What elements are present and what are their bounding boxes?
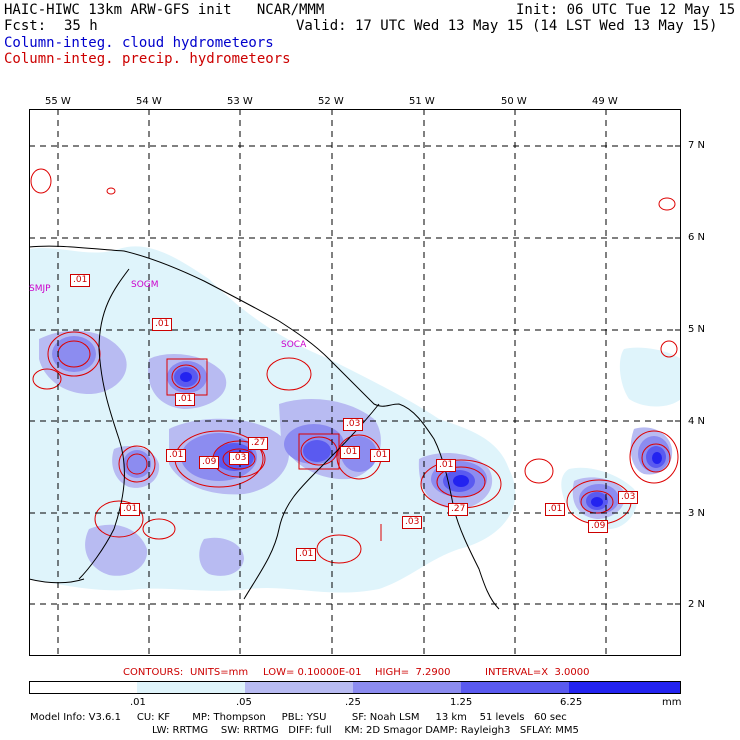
precip-contour [524, 458, 554, 484]
colorbar-swatch-3 [353, 681, 461, 694]
colorbar-swatch-1 [137, 681, 245, 694]
map-frame [29, 109, 681, 656]
coastline [29, 245, 500, 610]
contour-label: .03 [343, 418, 364, 431]
lon-label-49w: 49 W [592, 96, 618, 107]
model-info-line-1: Model Info: V3.6.1 CU: KF MP: Thompson P… [30, 712, 567, 723]
precip-contour [641, 443, 671, 473]
precip-contour [118, 445, 156, 483]
contour-label: .27 [248, 437, 269, 450]
lat-label-7n: 7 N [688, 140, 706, 151]
cloud-fill-level-5 [453, 475, 469, 487]
lon-label-50w: 50 W [501, 96, 527, 107]
cloud-field-title: Column-integ. cloud hydrometeors [4, 35, 274, 51]
colorbar-tick: 6.25 [560, 697, 583, 708]
lat-label-5n: 5 N [688, 324, 706, 335]
cloud-fill-level-5 [652, 452, 662, 464]
cloud-fill-level-5 [180, 372, 192, 382]
precip-contour [171, 364, 201, 390]
lat-label-4n: 4 N [688, 416, 706, 427]
contour-label: .01 [166, 449, 187, 462]
cloud-fill-level-2 [199, 537, 244, 576]
station-label-soca: SOCA [281, 340, 307, 350]
cloud-fill-level-1 [619, 347, 681, 407]
contour-low: LOW= 0.10000E-01 [263, 667, 362, 678]
colorbar-frame [29, 681, 681, 694]
colorbar-tick: .01 [130, 697, 146, 708]
cloud-fill-level-1 [29, 246, 516, 593]
precip-contour [222, 448, 256, 470]
lon-label-53w: 53 W [227, 96, 253, 107]
contour-interval: INTERVAL=X 3.0000 [485, 667, 590, 678]
contour-label: .27 [448, 503, 469, 516]
colorbar-tick: .25 [345, 697, 361, 708]
precip-contour [316, 534, 362, 564]
contours-heading: CONTOURS: [123, 667, 184, 678]
precip-contour [629, 430, 679, 484]
contour-label: .01 [296, 548, 317, 561]
contour-label: .01 [70, 274, 91, 287]
contour-label: .01 [370, 449, 391, 462]
contour-label: .03 [229, 452, 250, 465]
coastline-line [29, 245, 500, 610]
valid-time: Valid: 17 UTC Wed 13 May 15 (14 LST Wed … [296, 18, 718, 34]
lat-lon-grid [29, 109, 681, 656]
precip-contour [142, 518, 176, 540]
precip-contour [266, 357, 312, 391]
lat-label-3n: 3 N [688, 508, 706, 519]
colorbar [29, 681, 681, 694]
contour-label: .01 [152, 318, 173, 331]
lat-label-6n: 6 N [688, 232, 706, 243]
figure-title: HAIC-HIWC 13km ARW-GFS init NCAR/MMM [4, 2, 325, 18]
colorbar-unit: mm [662, 697, 682, 708]
contour-label: .01 [340, 446, 361, 459]
station-label-smjp: SMJP [29, 284, 51, 294]
colorbar-tick: .05 [236, 697, 252, 708]
forecast-label: Fcst: [4, 18, 47, 34]
contour-label: .03 [618, 491, 639, 504]
lat-label-2n: 2 N [688, 599, 706, 610]
precip-field-title: Column-integ. precip. hydrometeors [4, 51, 291, 67]
lon-label-55w: 55 W [45, 96, 71, 107]
border-line [243, 403, 380, 600]
precip-contour [658, 197, 676, 211]
contour-high: HIGH= 7.2900 [375, 667, 451, 678]
precip-contour [126, 453, 148, 475]
contour-units: UNITS=mm [190, 667, 249, 678]
colorbar-swatch-5 [569, 681, 681, 694]
colorbar-swatch-4 [461, 681, 569, 694]
precip-contour [580, 490, 614, 514]
forecast-hour: 35 h [64, 18, 98, 34]
init-time: Init: 06 UTC Tue 12 May 15 [516, 2, 736, 18]
precip-contour [30, 168, 52, 194]
contour-label: .01 [436, 459, 457, 472]
lon-label-51w: 51 W [409, 96, 435, 107]
contour-label: .03 [402, 516, 423, 529]
contour-label: .09 [199, 456, 220, 469]
colorbar-tick: 1.25 [450, 697, 473, 708]
precip-contour [436, 466, 486, 498]
precip-contour [47, 331, 101, 377]
contour-label: .01 [120, 503, 141, 516]
precip-contour [106, 187, 116, 195]
contour-label: .01 [545, 503, 566, 516]
lon-label-52w: 52 W [318, 96, 344, 107]
border-line [78, 268, 130, 580]
precip-contour [32, 368, 62, 390]
contour-label: .01 [175, 393, 196, 406]
lon-label-54w: 54 W [136, 96, 162, 107]
colorbar-swatch-0 [29, 681, 137, 694]
precip-contour [660, 340, 678, 358]
contour-label: .09 [588, 520, 609, 533]
precip-contour [94, 500, 144, 538]
map-panel [29, 109, 681, 656]
model-info-line-2: LW: RRTMG SW: RRTMG DIFF: full KM: 2D Sm… [152, 725, 579, 736]
cloud-fill-level-5 [591, 497, 603, 507]
colorbar-swatch-2 [245, 681, 353, 694]
cloud-fill-level-2 [85, 524, 148, 576]
cloud-fill-level-4 [303, 440, 331, 462]
station-label-sogm: SOGM [131, 280, 159, 290]
